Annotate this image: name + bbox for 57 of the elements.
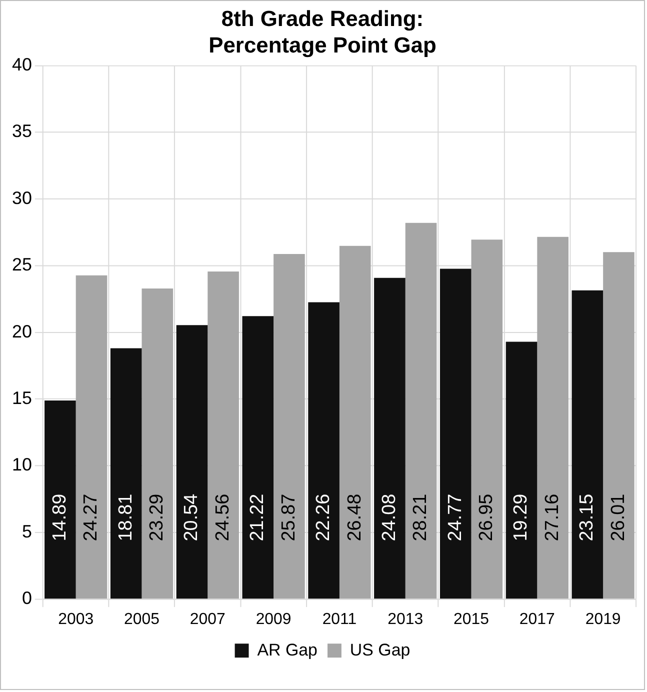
data-label: 28.21 <box>410 494 432 542</box>
legend-label: US Gap <box>350 640 410 660</box>
data-label: 26.01 <box>608 494 629 542</box>
chart-title: 8th Grade Reading: Percentage Point Gap <box>208 6 436 58</box>
bar <box>142 288 174 599</box>
y-tick-label: 25 <box>12 254 32 275</box>
y-tick-label: 40 <box>12 54 32 75</box>
y-tick-label: 20 <box>12 321 32 342</box>
data-label: 23.29 <box>146 494 168 542</box>
data-label: 24.77 <box>444 494 466 542</box>
x-tick-label: 2007 <box>190 610 226 628</box>
bar <box>176 325 208 599</box>
bar <box>242 316 274 599</box>
bar <box>339 246 371 599</box>
x-tick-label: 2003 <box>58 610 94 628</box>
data-label: 26.95 <box>476 494 498 542</box>
data-label: 14.89 <box>49 494 70 542</box>
data-label: 24.56 <box>212 494 234 542</box>
data-label: 24.27 <box>80 494 102 542</box>
bar <box>506 342 538 599</box>
data-label: 20.54 <box>181 494 202 542</box>
x-tick-label: 2005 <box>124 610 160 628</box>
bar <box>603 252 634 599</box>
bar <box>440 268 472 599</box>
bar <box>537 236 568 599</box>
data-label: 21.22 <box>247 494 268 542</box>
data-label: 27.16 <box>542 494 564 542</box>
y-tick-label: 15 <box>12 388 32 408</box>
y-tick-label: 5 <box>22 521 32 542</box>
y-tick-label: 35 <box>12 121 32 142</box>
x-tick-label: 2019 <box>585 610 621 628</box>
bar <box>274 254 305 599</box>
x-tick-label: 2013 <box>388 610 424 628</box>
x-tick-label: 2015 <box>454 610 490 628</box>
bar <box>76 275 108 599</box>
data-label: 19.29 <box>510 494 532 542</box>
bar <box>44 400 76 599</box>
bar <box>308 302 340 599</box>
x-tick-label: 2009 <box>256 610 292 628</box>
data-label: 22.26 <box>313 494 334 542</box>
data-label: 26.48 <box>344 494 366 542</box>
y-tick-label: 0 <box>22 588 32 608</box>
data-label: 25.87 <box>278 494 300 542</box>
bar <box>208 272 239 599</box>
data-label: 23.15 <box>576 494 598 542</box>
bar <box>405 222 437 599</box>
y-tick-label: 10 <box>12 454 32 475</box>
bar <box>471 240 503 599</box>
bar <box>110 348 142 599</box>
x-tick-label: 2017 <box>519 610 556 628</box>
bar <box>572 290 604 599</box>
legend-label: AR Gap <box>257 640 318 660</box>
y-tick-label: 30 <box>12 188 32 208</box>
bar <box>374 278 406 599</box>
data-label: 24.08 <box>378 494 400 542</box>
data-label: 18.81 <box>115 494 136 542</box>
x-tick-label: 2011 <box>322 610 357 628</box>
